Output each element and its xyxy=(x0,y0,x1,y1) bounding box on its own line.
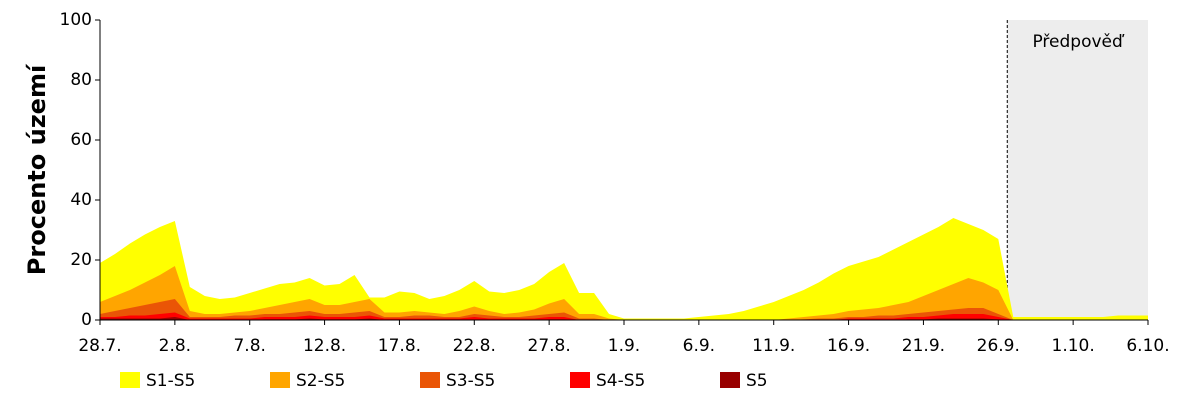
x-tick-label: 6.9. xyxy=(683,336,715,356)
forecast-region xyxy=(1007,20,1148,320)
legend-label: S4-S5 xyxy=(596,371,645,391)
y-tick-label: 100 xyxy=(60,10,92,30)
x-tick-label: 28.7. xyxy=(78,336,121,356)
x-tick-label: 6.10. xyxy=(1126,336,1169,356)
area xyxy=(100,312,1148,320)
x-tick-label: 2.8. xyxy=(159,336,191,356)
x-tick-label: 17.8. xyxy=(378,336,421,356)
x-tick-label: 11.9. xyxy=(752,336,795,356)
y-tick-label: 0 xyxy=(81,310,92,330)
legend-swatch xyxy=(420,372,440,388)
x-tick-label: 1.9. xyxy=(608,336,640,356)
legend-label: S3-S5 xyxy=(446,371,495,391)
legend-swatch xyxy=(120,372,140,388)
legend-swatch xyxy=(270,372,290,388)
y-tick-label: 80 xyxy=(70,70,92,90)
y-tick-label: 60 xyxy=(70,130,92,150)
y-tick-label: 20 xyxy=(70,250,92,270)
legend-label: S1-S5 xyxy=(146,371,195,391)
y-tick-label: 40 xyxy=(70,190,92,210)
x-tick-label: 7.8. xyxy=(233,336,265,356)
x-tick-label: 26.9. xyxy=(977,336,1020,356)
forecast-label: Předpověď xyxy=(1032,32,1125,52)
legend-swatch xyxy=(570,372,590,388)
y-axis-label: Procento území xyxy=(23,63,51,275)
x-tick-label: 27.8. xyxy=(528,336,571,356)
x-tick-label: 1.10. xyxy=(1052,336,1095,356)
area xyxy=(100,218,1148,320)
legend-swatch xyxy=(720,372,740,388)
area xyxy=(100,317,1148,320)
x-tick-label: 16.9. xyxy=(827,336,870,356)
x-tick-label: 22.8. xyxy=(453,336,496,356)
x-tick-label: 21.9. xyxy=(902,336,945,356)
x-tick-label: 12.8. xyxy=(303,336,346,356)
area xyxy=(100,266,1148,320)
legend-label: S5 xyxy=(746,371,768,391)
area xyxy=(100,299,1148,320)
legend-label: S2-S5 xyxy=(296,371,345,391)
